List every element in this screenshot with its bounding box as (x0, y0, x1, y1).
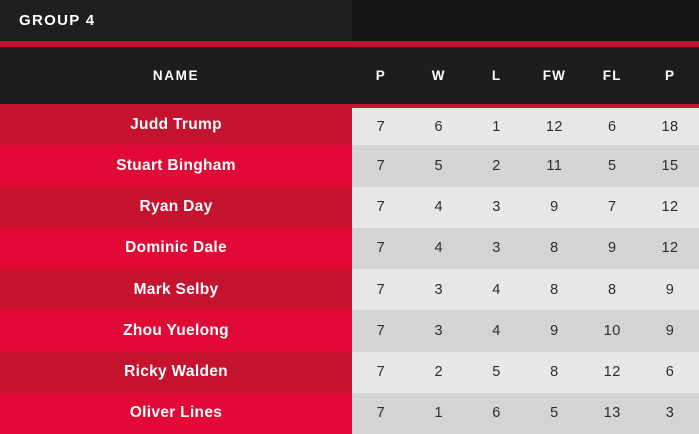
red-accent-line (0, 41, 699, 47)
column-header-points: P (664, 68, 676, 83)
player-name: Zhou Yuelong (0, 310, 352, 352)
player-name: Stuart Bingham (0, 145, 352, 187)
table-row: Mark Selby 7 3 4 8 8 9 (0, 269, 699, 311)
stat-frames-won: 12 (525, 104, 584, 146)
stat-frames-lost: 8 (583, 269, 642, 311)
stat-losses: 2 (467, 145, 526, 187)
player-name: Judd Trump (0, 104, 352, 146)
column-header-name: NAME (152, 68, 200, 83)
stat-losses: 4 (467, 310, 526, 352)
stat-played: 7 (352, 351, 410, 393)
table-row: Dominic Dale 7 4 3 8 9 12 (0, 227, 699, 269)
stat-wins: 4 (409, 227, 468, 269)
stat-frames-lost: 13 (583, 392, 642, 434)
stat-points: 9 (641, 269, 699, 311)
stat-points: 18 (641, 104, 699, 146)
player-name: Ricky Walden (0, 351, 352, 393)
top-bar: GROUP 4 (0, 0, 699, 41)
stat-wins: 5 (409, 145, 468, 187)
stat-wins: 2 (409, 351, 468, 393)
stat-losses: 4 (467, 269, 526, 311)
stat-played: 7 (352, 104, 410, 146)
stat-frames-lost: 9 (583, 227, 642, 269)
stat-wins: 4 (409, 186, 468, 228)
stat-frames-won: 5 (525, 392, 584, 434)
row-stats: 7 4 3 9 7 12 (352, 186, 699, 228)
column-header-losses: L (491, 68, 502, 83)
stat-played: 7 (352, 310, 410, 352)
stat-wins: 3 (409, 269, 468, 311)
table-row: Zhou Yuelong 7 3 4 9 10 9 (0, 310, 699, 352)
table-row: Judd Trump 7 6 1 12 6 18 (0, 104, 699, 146)
table-row: Ryan Day 7 4 3 9 7 12 (0, 186, 699, 228)
stat-losses: 3 (467, 186, 526, 228)
player-name: Dominic Dale (0, 227, 352, 269)
stat-frames-lost: 6 (583, 104, 642, 146)
player-name: Ryan Day (0, 186, 352, 228)
stat-frames-won: 8 (525, 351, 584, 393)
stat-frames-won: 8 (525, 269, 584, 311)
stat-frames-won: 8 (525, 227, 584, 269)
stat-frames-lost: 12 (583, 351, 642, 393)
stat-frames-lost: 7 (583, 186, 642, 228)
column-header-frames-won: FW (542, 68, 567, 83)
row-stats: 7 4 3 8 9 12 (352, 227, 699, 269)
row-stats: 7 2 5 8 12 6 (352, 351, 699, 393)
stat-played: 7 (352, 186, 410, 228)
player-name: Mark Selby (0, 269, 352, 311)
row-stats: 7 3 4 8 8 9 (352, 269, 699, 311)
player-name: Oliver Lines (0, 392, 352, 434)
stat-frames-won: 11 (525, 145, 584, 187)
stat-losses: 3 (467, 227, 526, 269)
table-header-row: NAME P W L FW FL P (0, 47, 699, 104)
column-header-wins: W (431, 68, 446, 83)
stat-losses: 5 (467, 351, 526, 393)
stat-points: 9 (641, 310, 699, 352)
stat-wins: 3 (409, 310, 468, 352)
stat-points: 12 (641, 227, 699, 269)
table-row: Ricky Walden 7 2 5 8 12 6 (0, 351, 699, 393)
row-stats: 7 5 2 11 5 15 (352, 145, 699, 187)
stat-column-headers: P W L FW FL P (352, 47, 699, 104)
group-title-tab: GROUP 4 (0, 0, 352, 41)
stat-frames-lost: 10 (583, 310, 642, 352)
row-stats: 7 6 1 12 6 18 (352, 104, 699, 146)
column-header-frames-lost: FL (602, 68, 622, 83)
stat-played: 7 (352, 392, 410, 434)
stat-frames-won: 9 (525, 186, 584, 228)
table-body: Judd Trump 7 6 1 12 6 18 Stuart Bingham … (0, 104, 699, 434)
stat-played: 7 (352, 269, 410, 311)
table-row: Stuart Bingham 7 5 2 11 5 15 (0, 145, 699, 187)
stat-played: 7 (352, 145, 410, 187)
group-title: GROUP 4 (19, 12, 96, 29)
stat-points: 3 (641, 392, 699, 434)
stat-points: 6 (641, 351, 699, 393)
stat-frames-lost: 5 (583, 145, 642, 187)
stat-losses: 6 (467, 392, 526, 434)
stat-wins: 6 (409, 104, 468, 146)
stat-played: 7 (352, 227, 410, 269)
column-header-played: P (375, 68, 387, 83)
stat-frames-won: 9 (525, 310, 584, 352)
stat-wins: 1 (409, 392, 468, 434)
stat-losses: 1 (467, 104, 526, 146)
row-stats: 7 1 6 5 13 3 (352, 392, 699, 434)
table-row: Oliver Lines 7 1 6 5 13 3 (0, 392, 699, 434)
stat-points: 12 (641, 186, 699, 228)
row-stats: 7 3 4 9 10 9 (352, 310, 699, 352)
stat-points: 15 (641, 145, 699, 187)
